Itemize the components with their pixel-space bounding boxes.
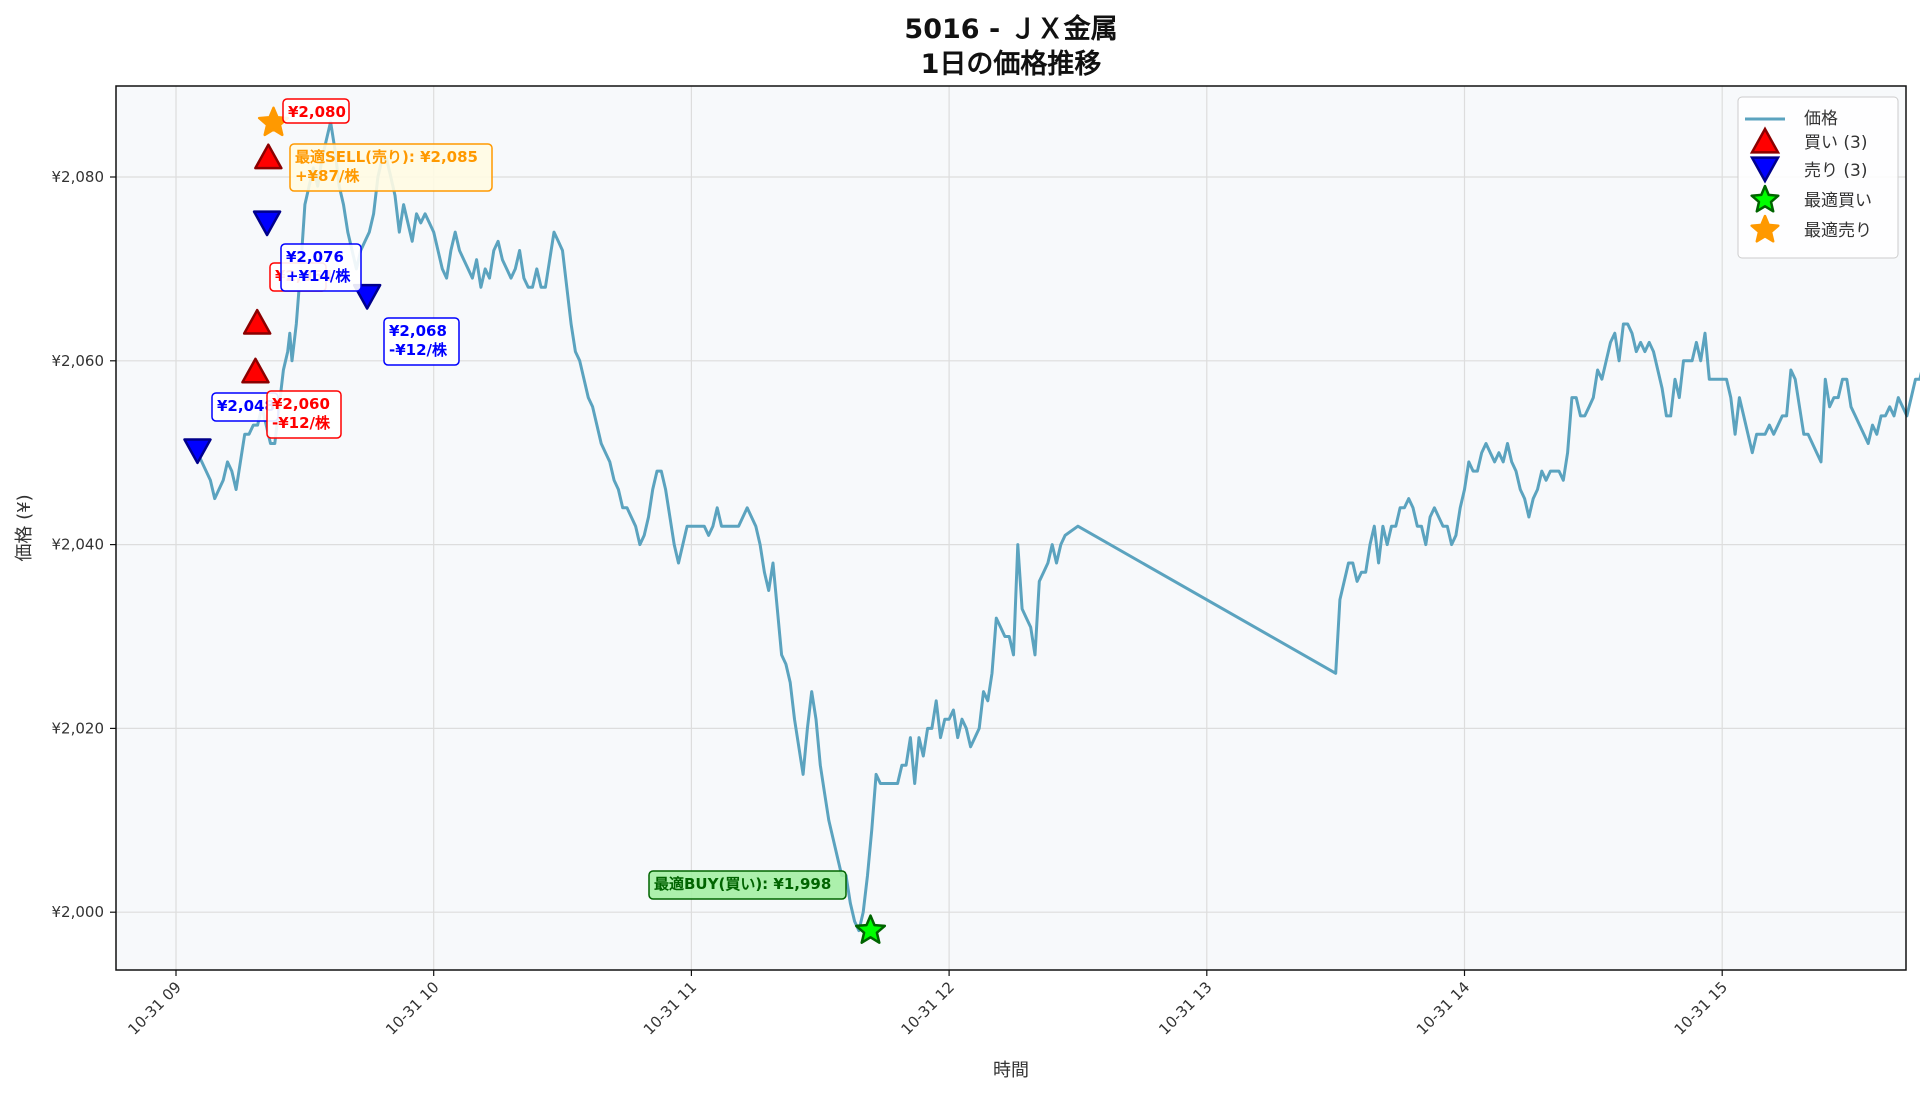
trade-markers <box>183 106 887 944</box>
buy-marker-icon <box>242 308 272 335</box>
y-axis-ticks: ¥2,000 ¥2,020 ¥2,040 ¥2,060 ¥2,080 <box>52 168 116 921</box>
buy-marker-icon <box>241 357 270 384</box>
svg-text:-¥12/株: -¥12/株 <box>272 414 331 432</box>
chart-title: 5016 - ＪＸ金属 1日の価格推移 <box>904 13 1117 80</box>
ann-best-sell: 最適SELL(売り): ¥2,085+¥87/株 <box>289 143 493 192</box>
svg-text:¥2,060: ¥2,060 <box>272 395 330 413</box>
y-tick-label: ¥2,040 <box>52 536 105 554</box>
x-axis-label: 時間 <box>993 1060 1029 1081</box>
ann-sell-2068: ¥2,068-¥12/株 <box>383 317 460 366</box>
legend-item-label: 価格 <box>1804 109 1838 129</box>
chart-title-line1: 5016 - ＪＸ金属 <box>904 13 1117 45</box>
x-tick-label: 10-31 12 <box>898 978 958 1038</box>
svg-text:+¥87/株: +¥87/株 <box>295 167 360 185</box>
legend-item-label: 最適買い <box>1804 191 1872 211</box>
plot-area <box>116 86 1906 970</box>
y-tick-label: ¥2,080 <box>52 168 105 186</box>
svg-text:¥2,048: ¥2,048 <box>217 397 275 415</box>
ann-buy-2080: ¥2,080 <box>282 98 350 124</box>
ann-sell-2048: ¥2,048 <box>211 392 279 422</box>
buy-marker-icon <box>254 143 283 170</box>
svg-text:¥2,068: ¥2,068 <box>389 322 447 340</box>
plot-frame <box>115 85 1907 971</box>
x-tick-label: 10-31 13 <box>1155 978 1215 1038</box>
x-axis-ticks: 10-31 09 10-31 10 10-31 11 10-31 12 10-31 13… <box>124 970 1731 1039</box>
x-tick-label: 10-31 15 <box>1671 978 1731 1038</box>
y-tick-label: ¥2,020 <box>52 719 105 737</box>
price-line <box>196 120 1920 933</box>
legend-item-label: 最適売り <box>1804 221 1872 241</box>
svg-text:¥2,076: ¥2,076 <box>286 248 344 266</box>
x-tick-label: 10-31 09 <box>124 978 184 1038</box>
y-tick-label: ¥2,000 <box>52 903 105 921</box>
svg-text:¥2,080: ¥2,080 <box>288 103 346 121</box>
legend-item-label: 買い (3) <box>1804 133 1867 153</box>
sell-marker-icon <box>252 210 282 237</box>
chart-title-line2: 1日の価格推移 <box>921 49 1102 80</box>
y-tick-label: ¥2,060 <box>52 352 105 370</box>
svg-text:-¥12/株: -¥12/株 <box>389 341 448 359</box>
x-tick-label: 10-31 14 <box>1413 978 1473 1038</box>
sell-marker-icon <box>183 438 212 465</box>
x-tick-label: 10-31 11 <box>640 978 700 1038</box>
ann-sell-2076: ¥2,076+¥14/株 <box>280 243 362 292</box>
svg-text:最適BUY(買い): ¥1,998: 最適BUY(買い): ¥1,998 <box>654 875 831 893</box>
svg-text:+¥14/株: +¥14/株 <box>286 267 351 285</box>
y-axis-label: 価格 (¥) <box>14 494 35 561</box>
best-buy-star-icon <box>854 914 887 944</box>
x-tick-label: 10-31 10 <box>382 978 442 1038</box>
legend-item-label: 売り (3) <box>1804 161 1867 181</box>
ann-buy-2060: ¥2,060-¥12/株 <box>266 390 342 439</box>
svg-text:最適SELL(売り): ¥2,085: 最適SELL(売り): ¥2,085 <box>295 148 478 166</box>
ann-best-buy: 最適BUY(買い): ¥1,998 <box>648 870 847 900</box>
sell-marker-icon <box>352 283 382 310</box>
